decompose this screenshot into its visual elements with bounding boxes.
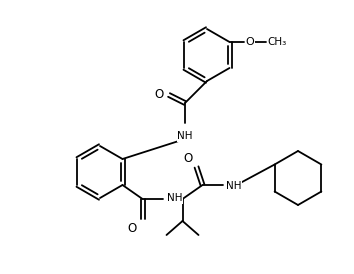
Text: CH₃: CH₃ xyxy=(268,37,287,47)
Text: NH: NH xyxy=(225,181,241,191)
Text: NH: NH xyxy=(177,131,193,141)
Text: NH: NH xyxy=(166,193,182,203)
Text: O: O xyxy=(127,222,137,235)
Text: O: O xyxy=(246,37,254,47)
Text: O: O xyxy=(155,89,164,101)
Text: O: O xyxy=(183,152,193,165)
